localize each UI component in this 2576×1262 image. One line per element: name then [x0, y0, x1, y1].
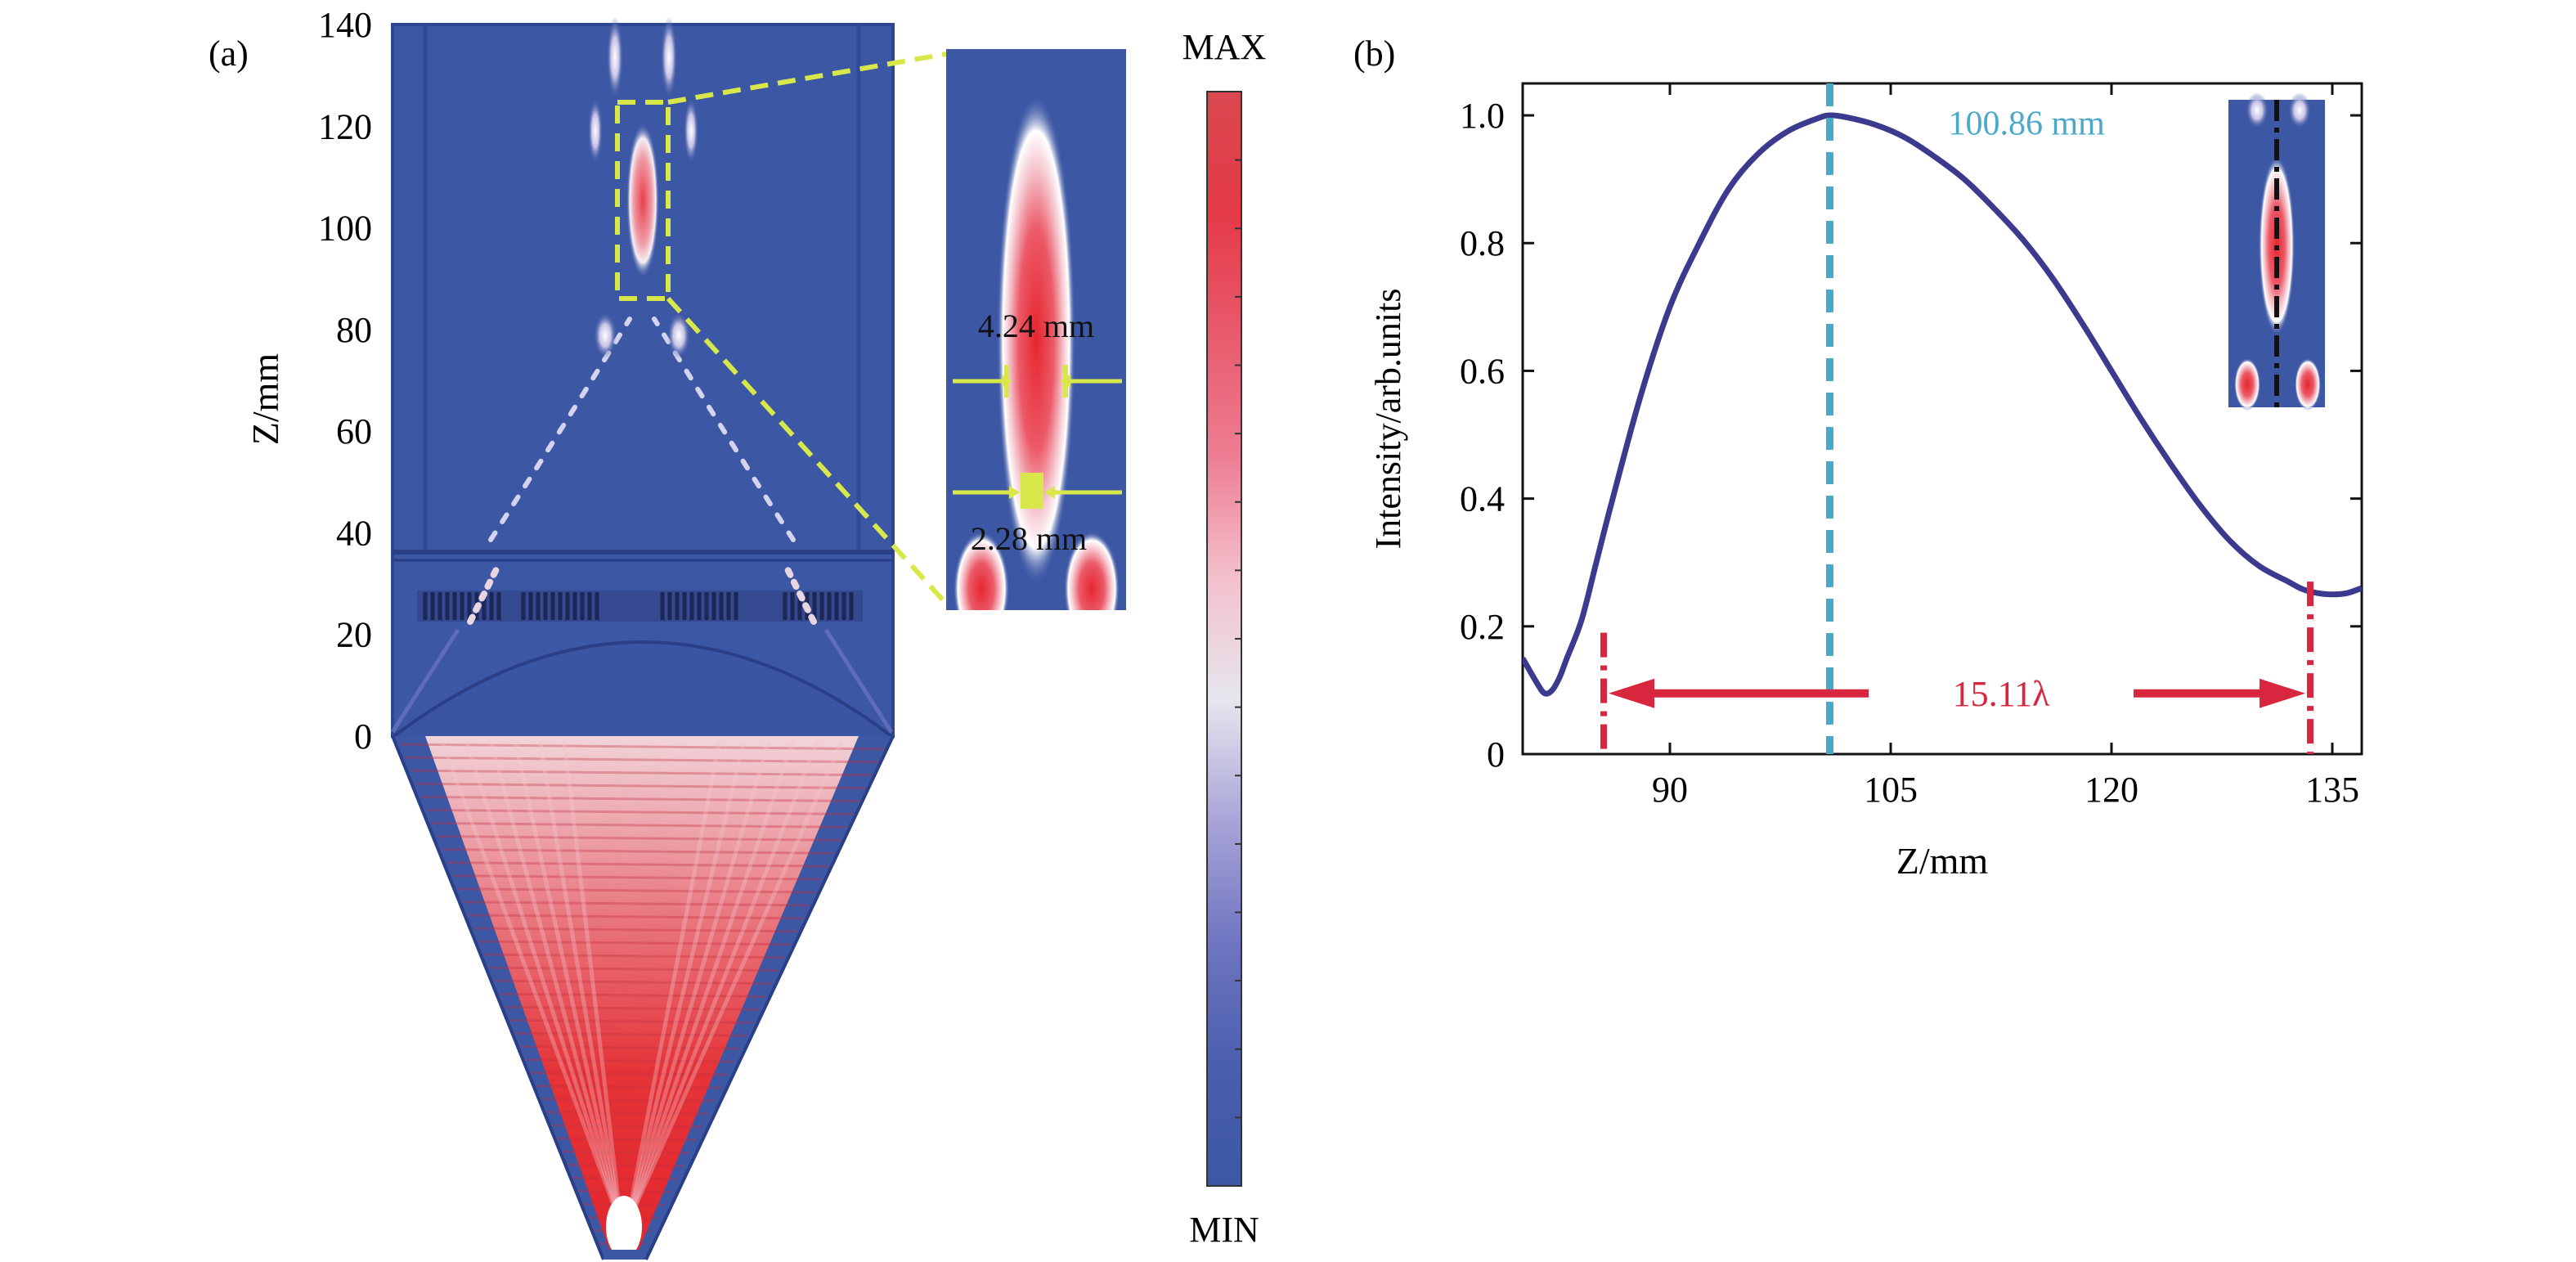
panel-a-y-ticks: 140 120 100 80 60 40 20 0 [318, 5, 402, 757]
metasurface-row [417, 591, 863, 622]
y-tick-label: 0.8 [1460, 223, 1505, 263]
y-tick-label: 0.4 [1460, 479, 1505, 519]
side-lobe-right [661, 16, 677, 98]
inset-dim-lower: 2.28 mm [953, 473, 1122, 557]
lens-arc [393, 640, 893, 738]
y-tick-label: 140 [318, 5, 372, 45]
zoom-box [615, 100, 671, 301]
colorbar-min-label: MIN [1189, 1210, 1259, 1250]
plot-frame [1521, 82, 2363, 756]
panel-b-x-axis-title: Z/mm [1896, 840, 1989, 882]
y-tick-label: 80 [336, 310, 372, 350]
y-tick-label: 0.6 [1460, 351, 1505, 391]
y-tick-label: 0 [1487, 734, 1505, 775]
panel-b-label: (b) [1353, 34, 1395, 74]
y-tick-label: 120 [318, 106, 372, 146]
inset-focal-spot [997, 94, 1075, 585]
panel-b-x-ticks: 90 105 120 135 [1652, 83, 2359, 810]
span-arrow: 15.11λ [1609, 674, 2305, 714]
panel-a-y-axis-title: Z/mm [245, 353, 286, 446]
y-tick-label: 20 [336, 615, 372, 655]
inset-dim-upper-label: 4.24 mm [978, 308, 1094, 344]
y-tick-label: 0 [354, 716, 372, 757]
panel-a-label: (a) [209, 34, 249, 74]
y-tick-label: 40 [336, 513, 372, 553]
focus-thumbnail [2228, 92, 2325, 411]
span-label: 15.11λ [1953, 674, 2050, 714]
colorbar-max-label: MAX [1183, 27, 1267, 67]
x-tick-label: 90 [1652, 770, 1688, 810]
x-tick-label: 135 [2305, 770, 2359, 810]
panel-b: (b) 90 105 120 135 0 0.2 0.4 0.6 0.8 1.0 Z/mm In… [1353, 34, 2363, 882]
zoom-connector-top [667, 52, 947, 105]
y-tick-label: 100 [318, 209, 372, 249]
beam-traces [467, 317, 817, 625]
y-tick-label: 60 [336, 411, 372, 451]
y-tick-label: 1.0 [1460, 96, 1505, 136]
intensity-curve [1523, 112, 2362, 697]
zoom-inset: 4.24 mm 2.28 mm [946, 49, 1126, 610]
zoom-connector-bottom [666, 296, 949, 606]
panel-a: (a) Z/mm 140 120 100 80 60 40 20 0 [209, 5, 1266, 1260]
panel-b-y-axis-title: Intensity/arb.units [1368, 289, 1408, 550]
x-tick-label: 105 [1864, 770, 1918, 810]
inset-dim-upper: 4.24 mm [953, 308, 1122, 397]
x-tick-label: 120 [2085, 770, 2138, 810]
colorbar: MAX MIN [1183, 27, 1267, 1250]
panel-b-y-ticks: 0 0.2 0.4 0.6 0.8 1.0 [1460, 96, 2362, 775]
cone-field [397, 736, 891, 1258]
side-lobe-left [607, 16, 623, 98]
y-tick-label: 0.2 [1460, 607, 1505, 647]
inset-dim-lower-label: 2.28 mm [971, 520, 1087, 557]
focal-spot [626, 123, 659, 278]
peak-value-label: 100.86 mm [1948, 105, 2105, 142]
